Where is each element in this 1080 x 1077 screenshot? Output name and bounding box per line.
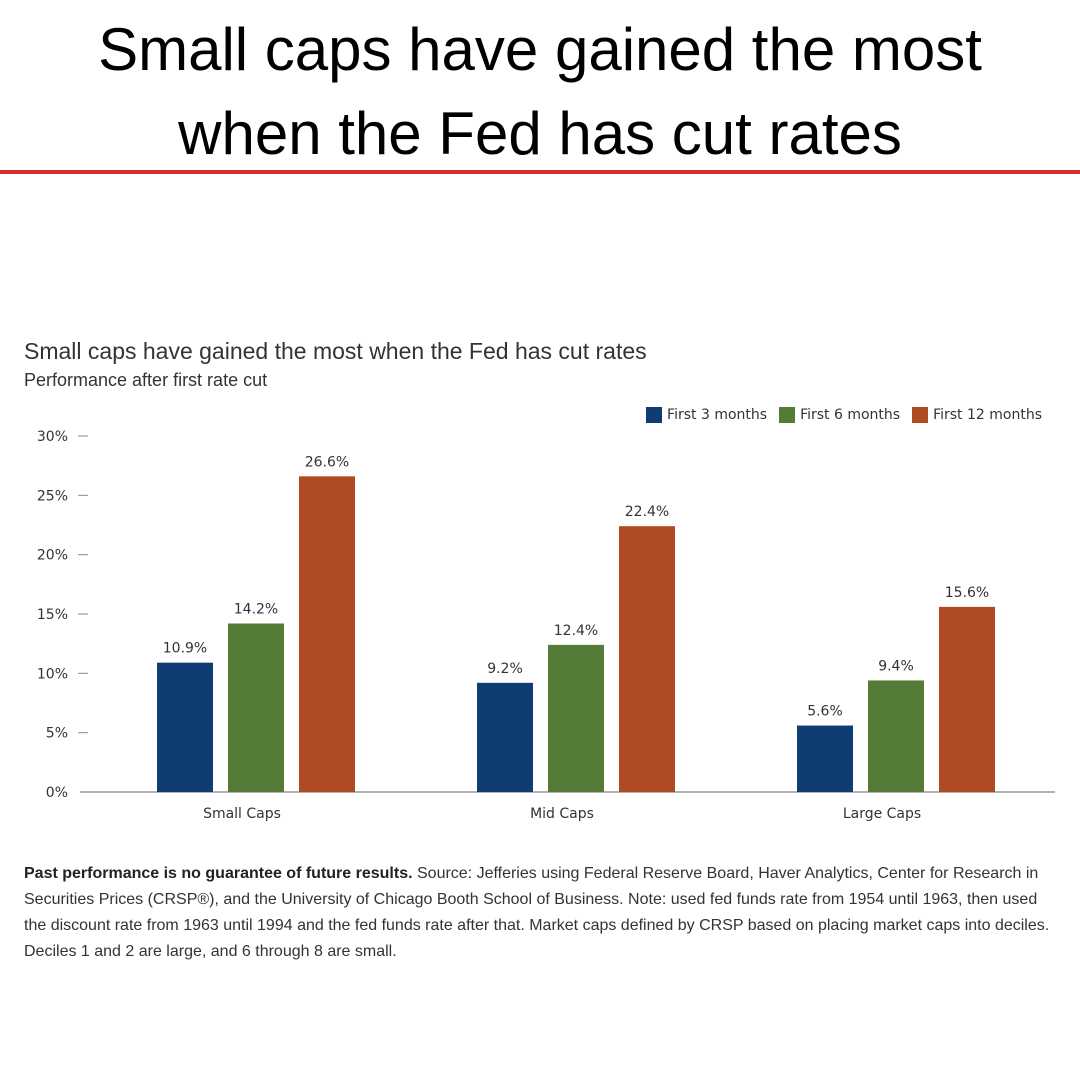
chart-legend: First 3 months First 6 months First 12 m… bbox=[646, 407, 1042, 423]
bar-value-label: 9.4% bbox=[878, 658, 914, 674]
bar bbox=[939, 606, 995, 792]
x-category-label: Large Caps bbox=[843, 806, 921, 822]
legend-item-3-months: First 3 months bbox=[646, 407, 767, 423]
legend-label-12-months: First 12 months bbox=[933, 407, 1042, 423]
bar-value-label: 14.2% bbox=[234, 601, 278, 617]
bar-value-label: 9.2% bbox=[487, 661, 523, 677]
legend-label-6-months: First 6 months bbox=[800, 407, 901, 423]
bar-value-label: 26.6% bbox=[305, 454, 349, 470]
bar-value-label: 15.6% bbox=[945, 585, 989, 601]
bar bbox=[228, 623, 284, 792]
y-tick-label: 20% bbox=[37, 548, 68, 564]
headline-line-2: when the Fed has cut rates bbox=[178, 100, 902, 167]
y-tick-label: 15% bbox=[37, 607, 68, 623]
bar bbox=[299, 476, 355, 792]
bar-value-label: 10.9% bbox=[163, 641, 207, 657]
y-tick-label: 30% bbox=[37, 429, 68, 445]
y-tick-label: 5% bbox=[46, 726, 68, 742]
headline-line-1: Small caps have gained the most bbox=[98, 16, 982, 83]
chart-title: Small caps have gained the most when the… bbox=[24, 338, 647, 364]
bar bbox=[548, 644, 604, 792]
bar bbox=[157, 662, 213, 792]
headline: Small caps have gained the most when the… bbox=[0, 8, 1080, 176]
y-tick-label: 10% bbox=[37, 666, 68, 682]
legend-swatch-3-months bbox=[646, 407, 663, 423]
footnote: Past performance is no guarantee of futu… bbox=[24, 861, 1060, 965]
bar-value-label: 5.6% bbox=[807, 704, 843, 720]
y-tick-label: 25% bbox=[37, 488, 68, 504]
bar-chart: 0% 5% 10% 15% 20% 25% 30% 10.9% 14.2% 26.6% Small … bbox=[37, 429, 1055, 822]
footnote-source: Source: Jefferies using Federal Reserve … bbox=[24, 865, 1050, 960]
footnote-disclaimer: Past performance is no guarantee of futu… bbox=[24, 865, 413, 882]
bar bbox=[619, 526, 675, 792]
bar bbox=[797, 725, 853, 792]
legend-swatch-6-months bbox=[779, 407, 796, 423]
legend-swatch-12-months bbox=[912, 407, 929, 423]
bar-value-label: 22.4% bbox=[625, 504, 669, 520]
headline-divider bbox=[0, 170, 1080, 174]
chart-subtitle: Performance after first rate cut bbox=[24, 370, 268, 390]
bar-value-label: 12.4% bbox=[554, 623, 598, 639]
bar bbox=[868, 680, 924, 792]
legend-item-6-months: First 6 months bbox=[779, 407, 900, 423]
legend-item-12-months: First 12 months bbox=[912, 407, 1042, 423]
bar bbox=[477, 682, 533, 792]
x-category-label: Small Caps bbox=[203, 806, 281, 822]
y-tick-label: 0% bbox=[46, 785, 68, 801]
x-category-label: Mid Caps bbox=[530, 806, 594, 822]
legend-label-3-months: First 3 months bbox=[667, 407, 768, 423]
